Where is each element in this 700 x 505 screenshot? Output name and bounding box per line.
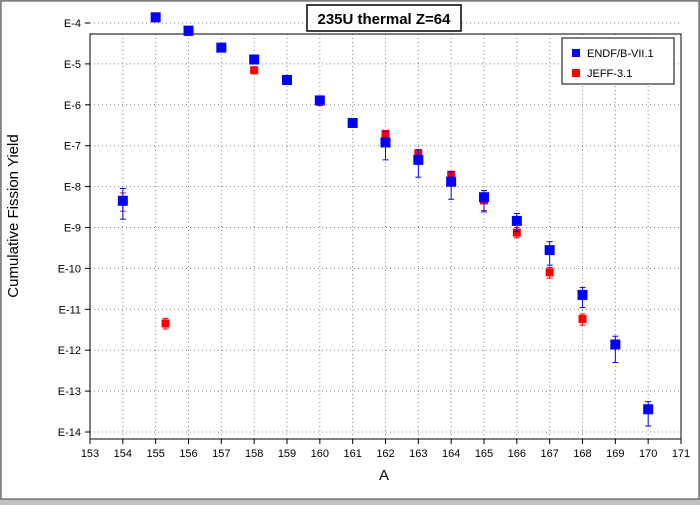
x-tick-label: 167: [540, 448, 558, 460]
data-point-endf: [511, 215, 522, 226]
x-tick-label: 163: [409, 448, 427, 460]
legend-marker-jeff: [572, 69, 580, 77]
x-tick-label: 164: [442, 448, 460, 460]
data-point-endf: [577, 289, 588, 300]
x-tick-label: 157: [212, 448, 230, 460]
data-point-endf: [216, 42, 227, 53]
y-tick-label: E-6: [64, 100, 81, 112]
data-point-jeff: [545, 268, 554, 277]
x-tick-label: 170: [639, 448, 657, 460]
x-axis-label: A: [379, 467, 389, 484]
x-tick-label: 162: [376, 448, 394, 460]
data-point-endf: [643, 404, 654, 415]
x-tick-label: 169: [606, 448, 624, 460]
data-point-endf: [314, 95, 325, 106]
data-point-endf: [479, 192, 489, 203]
y-tick-label: E-12: [58, 345, 81, 357]
y-tick-label: E-5: [64, 59, 81, 71]
legend-label-endf: ENDF/B-VII.1: [587, 48, 654, 60]
y-tick-label: E-14: [58, 427, 81, 439]
x-tick-label: 159: [278, 448, 296, 460]
x-tick-label: 155: [146, 448, 164, 460]
y-tick-label: E-11: [59, 304, 81, 316]
y-axis-label: Cumulative Fission Yield: [5, 134, 22, 297]
y-tick-label: E-8: [64, 182, 81, 194]
data-point-jeff: [250, 66, 259, 75]
data-point-endf: [610, 339, 621, 350]
y-tick-label: E-9: [64, 223, 81, 235]
data-point-endf: [183, 25, 194, 36]
x-tick-label: 153: [81, 448, 99, 460]
x-tick-label: 165: [475, 448, 493, 460]
chart-title: 235U thermal Z=64: [318, 11, 452, 28]
x-tick-label: 160: [311, 448, 329, 460]
title-frame: [306, 4, 462, 32]
data-point-endf: [117, 195, 128, 206]
x-tick-label: 154: [114, 448, 132, 460]
x-tick-label: 158: [245, 448, 263, 460]
y-tick-label: E-13: [58, 386, 81, 398]
title-box: 235U thermal Z=64: [306, 4, 462, 32]
data-point-endf: [544, 245, 555, 256]
data-point-jeff: [578, 314, 587, 323]
data-point-endf: [380, 137, 391, 148]
data-point-jeff: [512, 228, 521, 237]
data-point-endf: [347, 117, 358, 128]
legend: ENDF/B-VII.1 JEFF-3.1: [561, 37, 675, 85]
x-tick-label: 161: [343, 448, 361, 460]
legend-label-jeff: JEFF-3.1: [587, 68, 632, 80]
data-layer: [117, 12, 654, 427]
y-tick-label: E-10: [58, 263, 81, 275]
data-point-jeff: [161, 319, 170, 328]
axes: 153 154 155 156 157 158 159 160 161 162 163 164 165 1…: [58, 18, 690, 460]
x-tick-label: 168: [573, 448, 591, 460]
x-tick-label: 166: [508, 448, 526, 460]
x-tick-label: 171: [672, 448, 690, 460]
x-tick-label: 156: [179, 448, 197, 460]
data-point-endf: [249, 54, 260, 65]
data-point-endf: [282, 74, 292, 85]
legend-marker-endf: [572, 49, 580, 57]
legend-frame: [561, 37, 675, 85]
data-point-endf: [150, 12, 161, 23]
y-tick-label: E-7: [64, 141, 81, 153]
data-point-endf: [413, 154, 424, 165]
y-tick-label: E-4: [64, 18, 81, 30]
data-point-endf: [446, 176, 457, 187]
